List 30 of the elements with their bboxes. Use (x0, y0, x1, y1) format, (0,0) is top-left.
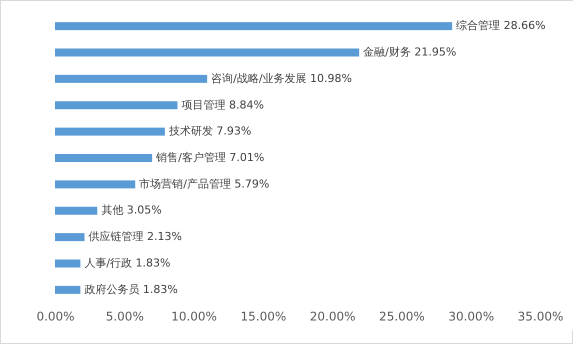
category-label: 项目管理 8.84% (181, 98, 264, 112)
x-tick-label: 30.00% (448, 310, 494, 324)
bar (55, 233, 85, 242)
bar (55, 22, 452, 30)
category-label: 销售/客户管理 7.01% (156, 151, 264, 164)
category-label: 市场营销/产品管理 5.79% (139, 177, 270, 190)
x-tick-label: 0.00% (36, 310, 75, 324)
category-label: 人事/行政 1.83% (84, 256, 171, 270)
x-tick-label: 5.00% (106, 310, 144, 324)
category-label: 其他 3.05% (101, 204, 162, 217)
category-label: 技术研发 7.93% (168, 124, 252, 138)
bar (55, 48, 360, 57)
bar (55, 101, 178, 110)
bar (55, 206, 98, 215)
bar (55, 128, 165, 136)
x-tick-label: 15.00% (240, 310, 286, 324)
category-label: 金融/财务 21.95% (363, 46, 456, 59)
bar (55, 180, 136, 188)
category-label: 综合管理 28.66% (456, 19, 546, 32)
bar (55, 286, 80, 294)
bar (55, 259, 80, 268)
x-tick-label: 35.00% (518, 310, 564, 324)
x-tick-label: 25.00% (379, 310, 425, 324)
x-tick-label: 10.00% (171, 310, 217, 324)
category-label: 政府公务员 1.83% (84, 282, 178, 296)
category-label: 供应链管理 2.13% (88, 230, 182, 244)
bar (55, 154, 152, 162)
category-label: 咨询/战略/业务发展 10.98% (211, 72, 352, 85)
x-tick-label: 20.00% (310, 310, 356, 324)
bar (55, 74, 208, 83)
